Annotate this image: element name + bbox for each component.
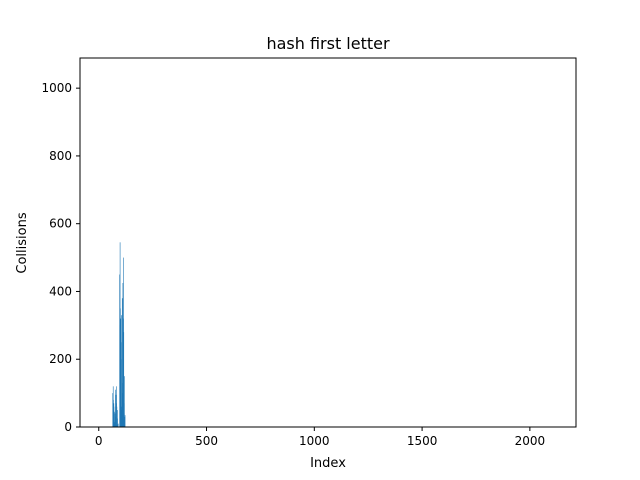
plot-frame [79, 57, 577, 428]
y-tick-label: 200 [49, 352, 72, 366]
x-tick-label: 0 [95, 434, 103, 448]
y-axis-ticks: 0 200 400 600 800 1000 [41, 81, 80, 434]
x-tick-label: 500 [195, 434, 218, 448]
x-tick-label: 1000 [299, 434, 330, 448]
y-tick-label: 0 [64, 420, 72, 434]
bar [121, 315, 122, 427]
bar [116, 386, 117, 427]
x-tick-label: 1500 [407, 434, 438, 448]
bar [122, 282, 124, 427]
bar [117, 410, 118, 427]
y-tick-label: 400 [49, 284, 72, 298]
bar [124, 415, 126, 427]
bar [121, 298, 123, 427]
chart-title: hash first letter [266, 34, 390, 53]
x-axis-label: Index [310, 456, 346, 471]
y-axis-label: Collisions [15, 212, 30, 273]
bars-group [112, 242, 126, 427]
y-tick-label: 600 [49, 217, 72, 231]
bar [124, 376, 125, 427]
bar [116, 406, 118, 427]
y-tick-label: 800 [49, 149, 72, 163]
bar [115, 389, 116, 427]
bar [123, 332, 125, 427]
bar [113, 403, 115, 427]
bar [117, 423, 119, 427]
x-tick-label: 2000 [515, 434, 546, 448]
bar [115, 394, 117, 427]
x-axis-ticks: 0 500 1000 1500 2000 [95, 427, 545, 448]
bar [114, 411, 115, 427]
y-tick-label: 1000 [41, 81, 72, 95]
